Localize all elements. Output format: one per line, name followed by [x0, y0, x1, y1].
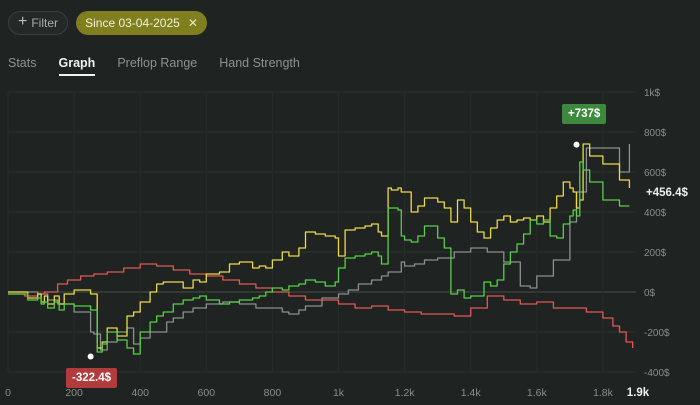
y-tick-label: 0$ — [644, 288, 656, 299]
max-marker — [573, 141, 580, 148]
x-tick-label: 0 — [5, 387, 11, 399]
tab-preflop-range[interactable]: Preflop Range — [117, 56, 198, 70]
max-value-badge: +737$ — [562, 104, 607, 124]
series-line-gray — [8, 144, 631, 351]
x-tick-label: 1.8k — [593, 387, 614, 399]
min-marker — [87, 353, 94, 360]
y-tick-label: 800$ — [644, 128, 667, 139]
filter-button[interactable]: + Filter — [8, 11, 68, 35]
series-line-green — [8, 161, 630, 355]
tab-graph[interactable]: Graph — [58, 56, 96, 76]
final-value-label: +456.4$ — [646, 187, 688, 199]
date-filter-chip[interactable]: Since 03-04-2025 ✕ — [76, 11, 207, 35]
x-tick-label: 800 — [264, 387, 282, 399]
date-filter-label: Since 03-04-2025 — [85, 16, 180, 30]
series-line-red — [8, 263, 634, 348]
series-line-yellow — [8, 143, 631, 349]
y-tick-label: 400$ — [644, 208, 667, 219]
y-tick-label: -200$ — [644, 328, 670, 339]
x-tick-label: 600 — [198, 387, 216, 399]
tab-bar: Stats Graph Preflop Range Hand Strength — [8, 56, 300, 76]
x-tick-label: 400 — [131, 387, 149, 399]
y-tick-label: 1k$ — [644, 88, 661, 99]
x-tick-label: 1.6k — [527, 387, 548, 399]
y-tick-label: 600$ — [644, 168, 667, 179]
tab-stats[interactable]: Stats — [8, 56, 37, 70]
y-tick-label: 200$ — [644, 248, 667, 259]
close-icon[interactable]: ✕ — [187, 16, 198, 30]
min-value-badge: -322.4$ — [66, 368, 118, 388]
profit-graph: 1k$ 800$ 600$ 400$ 200$ 0$ -200$ -400$ 0 200 400 60… — [5, 88, 670, 399]
y-tick-label: -400$ — [644, 368, 670, 379]
filter-label: Filter — [31, 16, 58, 30]
x-tick-label: 1.4k — [461, 387, 482, 399]
x-tick-label-current: 1.9k — [627, 387, 650, 399]
tab-hand-strength[interactable]: Hand Strength — [219, 56, 300, 70]
plus-icon: + — [17, 13, 28, 30]
x-tick-label: 1.2k — [395, 387, 416, 399]
x-tick-label: 200 — [65, 387, 83, 399]
x-tick-label: 1k — [333, 387, 345, 399]
